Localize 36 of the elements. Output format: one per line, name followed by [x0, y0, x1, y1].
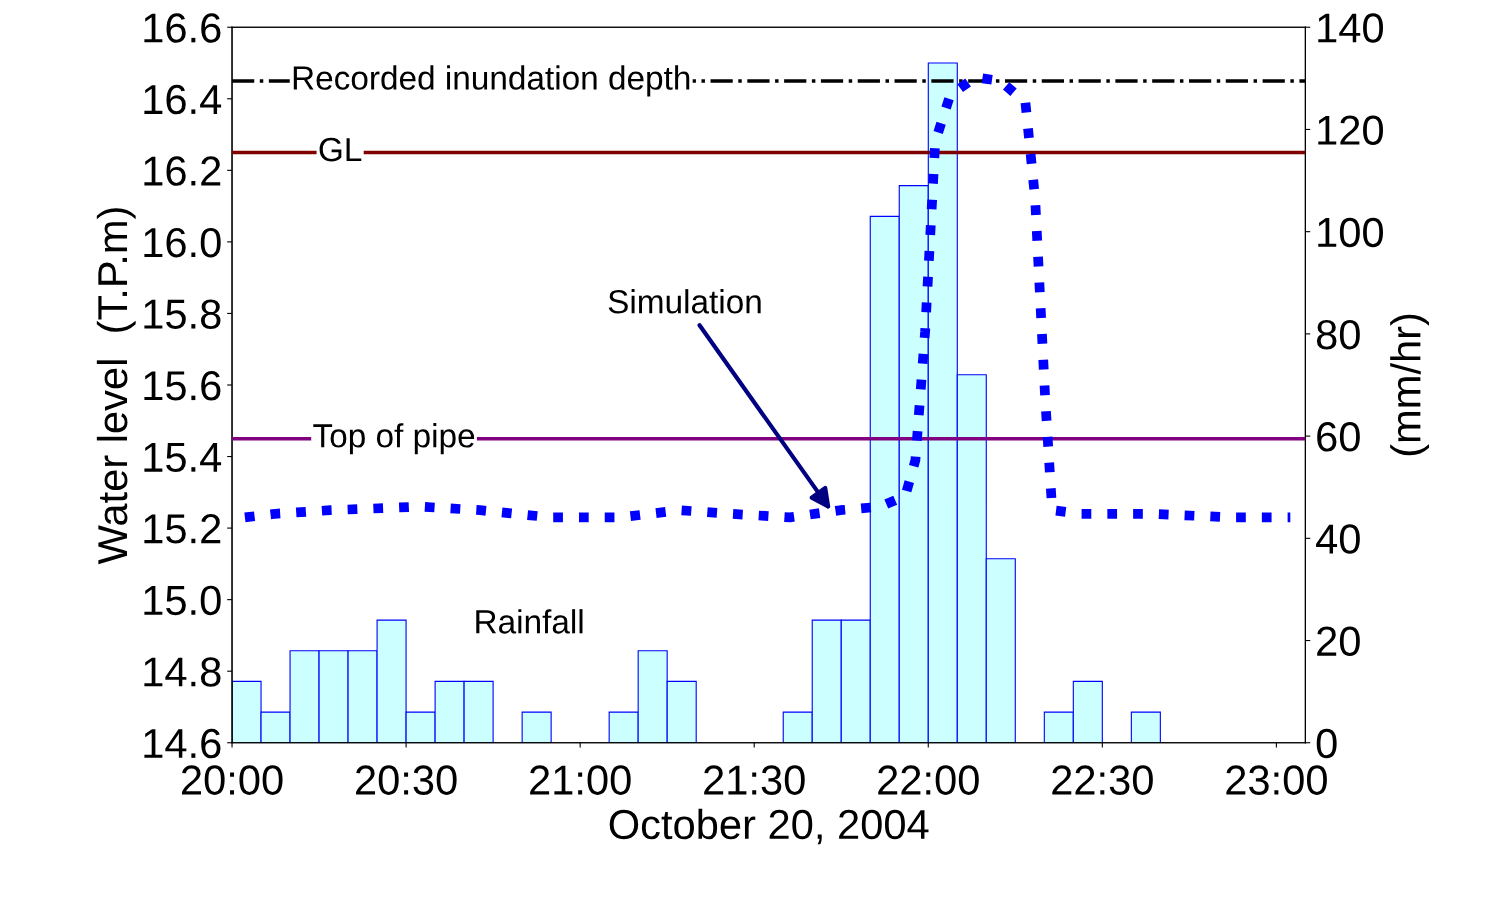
y2-tick-label: 80: [1316, 319, 1360, 350]
bar: [1130, 711, 1161, 743]
x-tick-label: 23:00: [1226, 765, 1327, 795]
y2-tick-label: 140: [1318, 13, 1383, 43]
y-tick-label: 16.6: [144, 13, 221, 43]
y-tick-label: 15.0: [144, 585, 221, 616]
y-tick-label: 14.8: [144, 657, 221, 687]
x-tick-label: 21:00: [530, 765, 631, 795]
y-tick-label: 16.4: [144, 84, 222, 115]
y2-tick-label: 100: [1318, 217, 1383, 248]
x-tick-label: 22:30: [1052, 765, 1153, 795]
x-tick-label: 20:00: [182, 765, 283, 795]
y-tick-label: 14.6: [144, 728, 221, 759]
ref-line-label: Top of pipe: [313, 423, 475, 455]
y-tick-label: 15.6: [144, 370, 221, 401]
annotation: Rainfall: [476, 609, 583, 634]
x-tick-label: 22:00: [878, 765, 979, 795]
y2-axis-title: (mm/hr): [1390, 314, 1429, 456]
bar: [521, 711, 552, 743]
y-axis-title: Water level (T.P.m): [96, 208, 136, 565]
y2-tick-label: 20: [1317, 626, 1360, 657]
y2-tick-label: 0: [1316, 728, 1337, 759]
y2-tick-label: 60: [1317, 422, 1360, 452]
x-axis-title: October 20, 2004: [609, 808, 929, 845]
y2-tick-label: 40: [1316, 524, 1360, 554]
y2-tick-label: 120: [1318, 115, 1383, 145]
y-tick-label: 16.0: [144, 227, 221, 258]
ref-line-label: GL: [319, 137, 362, 162]
x-tick-label: 21:30: [704, 765, 805, 795]
ref-line-label: Recorded inundation depth: [293, 65, 690, 97]
y-tick-label: 15.8: [144, 299, 221, 329]
y-tick-label: 15.4: [144, 442, 222, 473]
annotation: Simulation: [608, 289, 761, 314]
x-tick-label: 20:30: [356, 765, 457, 795]
y-tick-label: 16.2: [144, 156, 221, 186]
y-tick-label: 15.2: [144, 514, 221, 544]
